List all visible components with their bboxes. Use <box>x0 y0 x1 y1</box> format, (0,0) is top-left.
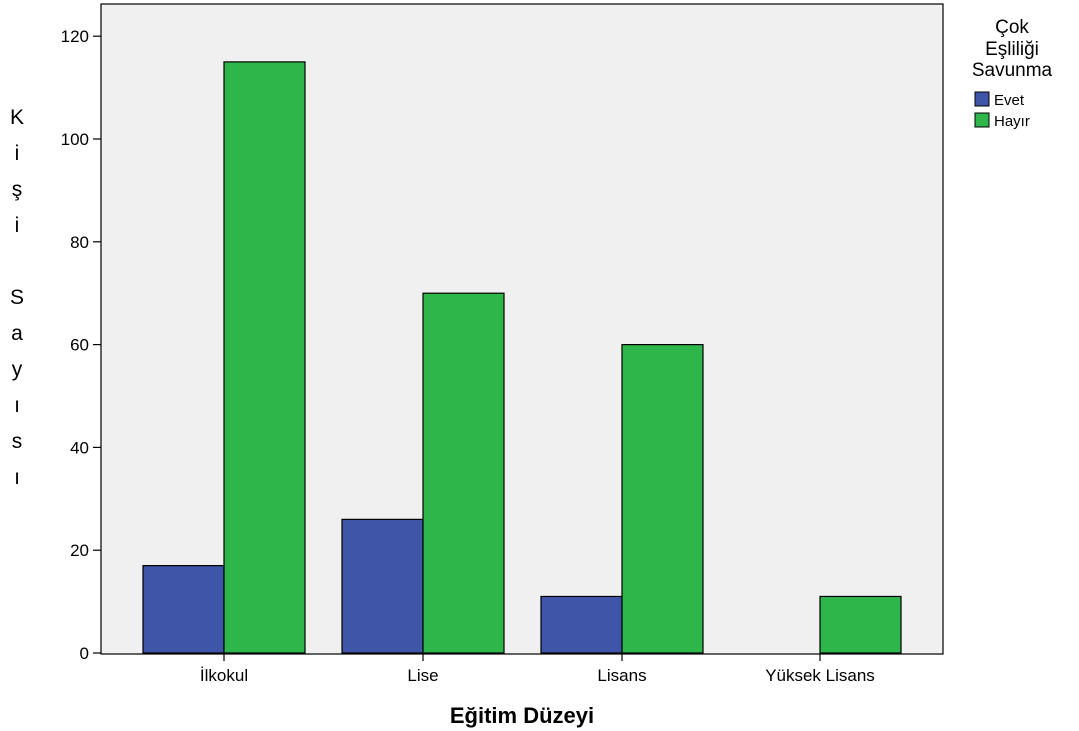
bars-group <box>142 61 902 654</box>
legend-title-line-2: Eşliliği <box>985 39 1039 60</box>
bar-hay-r-3 <box>819 595 902 654</box>
y-tick-label: 20 <box>70 541 89 560</box>
y-axis-title-letter: y <box>12 358 23 381</box>
y-axis-title-letter: ı <box>14 466 20 489</box>
legend-title-line-3: Savunma <box>972 60 1053 81</box>
bar-hay-r-0 <box>223 61 306 654</box>
x-axis-title: Eğitim Düzeyi <box>450 703 594 728</box>
y-axis-title-letter: ı <box>14 394 20 417</box>
y-axis: 0 20 40 60 80 100 120 <box>61 27 101 663</box>
y-axis-title-letter: a <box>11 322 23 345</box>
legend-label-evet: Evet <box>994 92 1025 109</box>
bar-evet-2 <box>540 595 623 654</box>
legend: Çok Eşliliği Savunma Evet Hayır <box>972 17 1053 130</box>
legend-label-hayir: Hayır <box>994 113 1030 130</box>
x-tick-label: İlkokul <box>200 666 248 685</box>
bar-hay-r-2 <box>621 344 704 654</box>
y-axis-title-letter: s <box>12 430 23 453</box>
y-tick-label: 120 <box>61 27 89 46</box>
x-tick-label: Lisans <box>597 666 646 685</box>
bar-hay-r-1 <box>422 292 505 654</box>
y-tick-label: 80 <box>70 233 89 252</box>
y-axis-title-letter: i <box>15 142 20 165</box>
legend-swatch-hayir <box>974 112 990 128</box>
y-tick-label: 60 <box>70 336 89 355</box>
bar-evet-0 <box>142 565 225 654</box>
y-axis-title-letter: S <box>10 286 24 309</box>
y-axis-title-letter: i <box>15 214 20 237</box>
x-tick-label: Yüksek Lisans <box>765 666 875 685</box>
y-axis-title-letter: ş <box>12 178 23 201</box>
y-tick-label: 100 <box>61 130 89 149</box>
y-axis-title-letter: K <box>10 106 24 129</box>
y-tick-label: 0 <box>80 644 89 663</box>
legend-title-line-1: Çok <box>995 17 1029 38</box>
x-axis: İlkokul Lise Lisans Yüksek Lisans <box>200 654 875 685</box>
bar-evet-1 <box>341 518 424 654</box>
x-tick-label: Lise <box>407 666 438 685</box>
y-tick-label: 40 <box>70 438 89 457</box>
legend-swatch-evet <box>974 91 990 107</box>
